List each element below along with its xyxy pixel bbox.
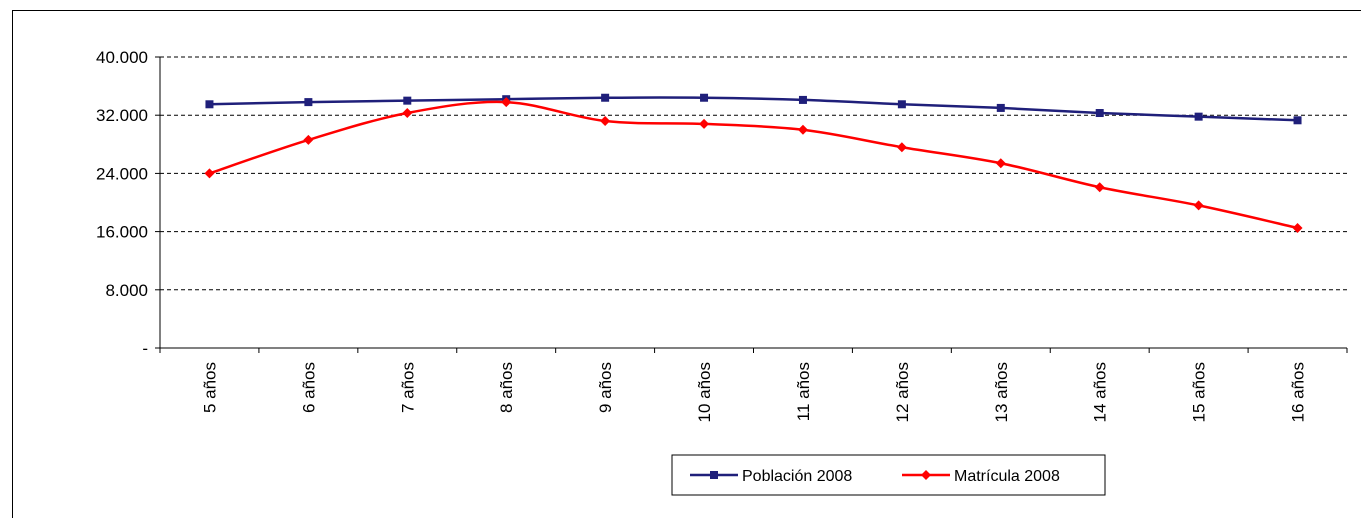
data-point — [797, 124, 808, 135]
series-0 — [205, 93, 1302, 125]
data-point — [1293, 116, 1302, 125]
y-tick-label: 32.000 — [96, 106, 148, 125]
y-tick-label: 16.000 — [96, 223, 148, 242]
data-point — [600, 116, 611, 127]
legend-swatch-marker — [921, 470, 931, 480]
data-point — [304, 98, 313, 107]
data-point — [996, 103, 1005, 112]
chart-frame — [12, 10, 1361, 518]
legend-label: Población 2008 — [742, 468, 852, 485]
y-tick-label: 8.000 — [105, 281, 148, 300]
gridlines — [160, 56, 1347, 291]
x-tick-label: 14 años — [1091, 362, 1110, 423]
legend: Población 2008 Matrícula 2008 — [671, 454, 1106, 496]
x-tick-label: 12 años — [893, 362, 912, 423]
data-point — [1094, 182, 1105, 193]
x-tick-label: 7 años — [398, 362, 417, 413]
data-point — [1193, 200, 1204, 211]
y-tick-label: 24.000 — [96, 164, 148, 183]
data-point — [205, 100, 214, 109]
data-point — [798, 95, 807, 104]
legend-swatch-marker — [710, 471, 718, 479]
x-tick-label: 6 años — [299, 362, 318, 413]
x-tick-label: 16 años — [1289, 362, 1308, 423]
y-tick-label: 40.000 — [96, 48, 148, 67]
data-point — [897, 100, 906, 109]
x-tick-label: 15 años — [1190, 362, 1209, 423]
data-point — [995, 158, 1006, 169]
data-point — [1095, 109, 1104, 118]
x-tick-label: 13 años — [992, 362, 1011, 423]
data-point — [699, 118, 710, 129]
x-tick-label: 10 años — [695, 362, 714, 423]
data-point — [501, 97, 512, 108]
legend-item: Población 2008 — [690, 468, 852, 485]
y-tick-label: - — [142, 339, 148, 358]
legend-label: Matrícula 2008 — [954, 468, 1060, 485]
data-point — [402, 108, 413, 119]
data-point — [204, 168, 215, 179]
y-tick-labels: - 8.000 16.000 24.000 32.000 40.000 — [96, 48, 148, 358]
data-point — [403, 96, 412, 105]
series-line — [209, 96, 1298, 122]
x-tick-labels: 5 años 6 años 7 años 8 años 9 años 10 años 11 … — [200, 362, 1307, 423]
x-tick-label: 8 años — [497, 362, 516, 413]
series-lines — [204, 93, 1303, 233]
x-tick-label: 9 años — [596, 362, 615, 413]
data-point — [1292, 222, 1303, 233]
data-point — [303, 134, 314, 145]
legend-box — [671, 454, 1106, 496]
data-point — [601, 93, 610, 102]
data-point — [1194, 112, 1203, 121]
data-point — [700, 93, 709, 102]
data-point — [896, 142, 907, 153]
x-tick-label: 5 años — [200, 362, 219, 413]
series-1 — [204, 97, 1303, 233]
x-tick-label: 11 años — [794, 362, 813, 421]
series-line — [209, 100, 1298, 230]
axes — [155, 56, 1348, 353]
legend-item: Matrícula 2008 — [902, 468, 1060, 485]
